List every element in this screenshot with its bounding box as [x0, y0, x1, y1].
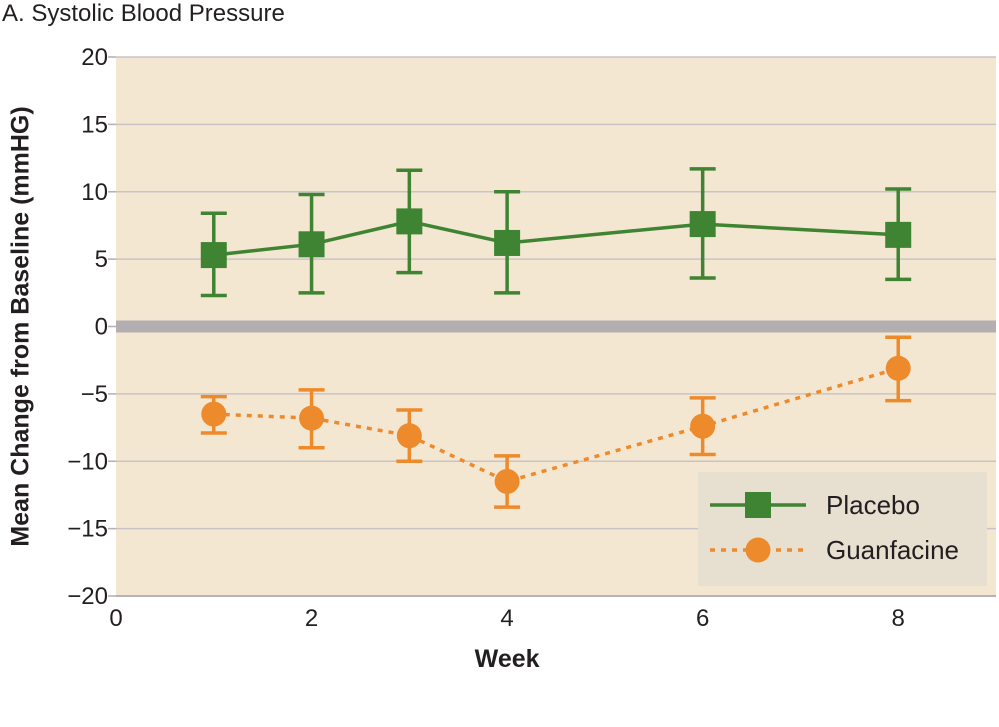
x-tick-label: 0 [109, 605, 122, 632]
chart-title: A. Systolic Blood Pressure [2, 0, 285, 27]
x-tick-label: 6 [696, 605, 709, 632]
y-tick-label: −20 [67, 583, 108, 610]
y-tick-labels: 20 15 10 5 0 −5 −10 −15 −20 [67, 44, 116, 610]
series-line [213, 366, 899, 484]
legend-marker [745, 492, 771, 518]
legend-items: Placebo Guanfacine [710, 490, 959, 565]
y-tick-label: −10 [67, 448, 108, 475]
x-tick-label: 4 [500, 605, 513, 632]
series-placebo [200, 167, 912, 298]
legend-item-guanfacine: Guanfacine [710, 535, 959, 565]
y-tick-label: 20 [81, 44, 108, 71]
data-point [200, 242, 227, 269]
y-tick-label: −15 [67, 516, 108, 543]
data-point [689, 211, 716, 238]
data-point [396, 423, 422, 449]
y-tick-label: 5 [95, 246, 108, 273]
series-layer [200, 167, 912, 509]
data-point [396, 208, 423, 235]
data-point [299, 405, 325, 431]
y-tick-label: −5 [81, 381, 108, 408]
legend-item-placebo: Placebo [710, 490, 920, 520]
legend-label: Placebo [826, 490, 920, 520]
y-tick-label: 10 [81, 179, 108, 206]
legend-label: Guanfacine [826, 535, 959, 565]
data-point [885, 355, 911, 381]
y-tick-label: 15 [81, 111, 108, 138]
x-tick-labels: 0 2 4 6 8 [109, 605, 905, 632]
x-tick-label: 2 [305, 605, 318, 632]
data-point [298, 231, 325, 258]
x-tick-label: 8 [892, 605, 905, 632]
data-point [201, 401, 227, 427]
y-tick-label: 0 [95, 314, 108, 341]
series-guanfacine [200, 335, 912, 509]
data-point [494, 468, 520, 494]
data-point [885, 221, 912, 248]
data-point [690, 413, 716, 439]
y-axis-title: Mean Change from Baseline (mmHG) [7, 106, 35, 546]
series-line [213, 219, 899, 257]
x-axis-title: Week [475, 645, 540, 673]
legend: Placebo Guanfacine [698, 472, 987, 586]
legend-box [698, 472, 987, 586]
data-point [494, 229, 521, 256]
legend-marker [745, 537, 771, 563]
